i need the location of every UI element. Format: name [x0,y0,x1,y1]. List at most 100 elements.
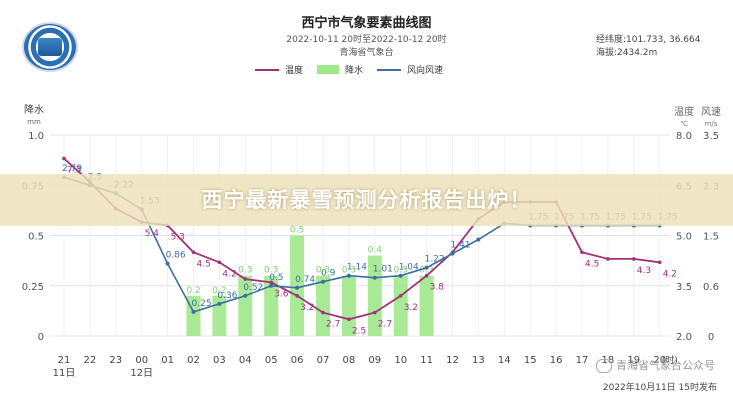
right-axis-wind-label: 风速 [701,106,721,118]
wind-data-label: 1.04 [399,263,419,273]
temperature-point [191,250,196,255]
temperature-swatch-icon [255,68,279,71]
wind-data-label: 0.25 [192,299,212,309]
right-wind-tick-label: 3.5 [703,131,719,142]
chart-issuer: 青海省气象台 [339,48,394,58]
left-tick-label: 1.0 [28,131,44,142]
x-tick-label: 11 [420,355,433,366]
wind-data-label: 0.86 [166,251,186,261]
temperature-point [321,310,325,315]
x-tick-label: 21 [58,355,71,366]
x-tick-label: 17 [576,355,589,366]
wind-swatch-icon [377,68,402,71]
temperature-data-label: 4.5 [197,259,211,269]
legend-item-precip: 降水 [317,63,363,76]
wind-point [450,251,455,256]
temperature-point [269,280,274,285]
x-tick-label: 20 [653,355,666,366]
wind-point [398,273,403,278]
right-wind-tick-label: 1.5 [703,232,719,243]
precip-data-label: 0.3 [238,266,252,276]
coords-text: 经纬度:101.733, 36.664 [596,35,701,45]
chart-period: 2022-10-11 20时至2022-10-12 20时 [286,35,447,45]
wind-data-label: 0.36 [217,291,237,301]
x-tick-label: 23 [109,355,122,366]
x-tick-label: 00 [135,355,148,366]
right-temp-tick-label: 2.0 [676,332,692,343]
wind-point [321,279,325,284]
x-tick-label: 19 [627,355,640,366]
watermark: 青海省气象台公众号 [596,357,715,373]
weather-bureau-logo [22,22,78,72]
precip-data-label: 0.5 [290,226,304,236]
precip-bar [316,275,330,336]
legend-label-temperature: 温度 [285,66,304,76]
wind-data-label: 1.41 [451,241,471,251]
precip-bar [341,275,356,336]
precip-bar [212,295,227,336]
right-temp-tick-label: 5.0 [676,232,692,243]
x-tick-label: 15 [524,355,537,366]
temperature-point [580,250,584,255]
precip-data-label: 0.3 [264,266,278,276]
precip-bar [367,255,382,336]
temperature-point [657,260,662,265]
right-axis-wind-unit: m/s [705,120,718,128]
x-tick-label: 05 [265,355,278,366]
left-tick-label: 0.25 [22,282,44,293]
temperature-data-label: 3.6 [274,289,289,299]
precip-data-label: 0.2 [212,286,226,296]
x-tick-label: 13 [472,355,485,366]
precip-bar [393,275,408,336]
legend-label-wind: 风向风速 [407,66,444,76]
chart-title: 西宁市气象要素曲线图 [301,16,432,31]
temperature-point [606,257,610,261]
publish-time: 2022年10月11日 15时发布 [602,383,717,393]
x-tick-label: 07 [317,355,330,366]
wechat-icon [596,359,612,373]
left-tick-label: 0 [38,332,44,343]
temperature-data-label: 3.2 [300,303,314,313]
right-axis-temp-label: 温度 [674,105,694,118]
wind-point [295,285,300,290]
x-tick-label: 04 [239,355,252,366]
x-tick-label: 08 [343,355,356,366]
x-date-label: 12日 [130,368,153,379]
wind-data-label: 0.5 [269,273,283,283]
left-axis-label: 降水 [24,103,44,116]
wind-data-label: 0.74 [295,275,315,285]
chart-legend: 温度 降水 风向风速 [255,63,443,76]
left-axis-unit: mm [27,118,41,126]
wind-data-label: 1.01 [373,265,393,275]
headline-banner [0,174,733,226]
temperature-data-label: 4.3 [637,266,651,276]
x-tick-label: 10 [394,355,407,366]
wind-point [269,283,274,288]
temperature-data-label: 7.3 [67,165,81,175]
wind-point [243,293,248,298]
wind-point [476,237,481,242]
precip-bar [419,275,434,336]
right-temp-tick-label: 3.5 [676,282,692,293]
wind-point [372,275,377,280]
left-tick-label: 0.5 [28,232,44,243]
precip-bar [238,275,253,336]
watermark-text: 青海省气象台公众号 [616,359,715,372]
temperature-point [217,260,222,265]
temperature-point [347,317,351,322]
logo-emblem-icon [38,38,62,56]
precip-swatch-icon [317,65,340,74]
temperature-data-label: 2.7 [326,320,340,330]
temperature-point [632,257,636,261]
right-axis-temp-unit: ℃ [680,120,688,128]
precip-bar [290,235,305,336]
temperature-point [398,294,403,298]
wind-data-label: 0.9 [321,269,336,279]
wind-point [165,261,170,266]
headline-text: 西宁最新暴雪预测分析报告出炉！ [201,188,532,212]
precip-data-label: 0.3 [419,266,433,276]
legend-item-temperature: 温度 [255,63,303,76]
temperature-point [243,277,248,281]
wind-data-label: 1.22 [425,255,445,265]
temperature-data-label: 3.8 [430,283,445,293]
